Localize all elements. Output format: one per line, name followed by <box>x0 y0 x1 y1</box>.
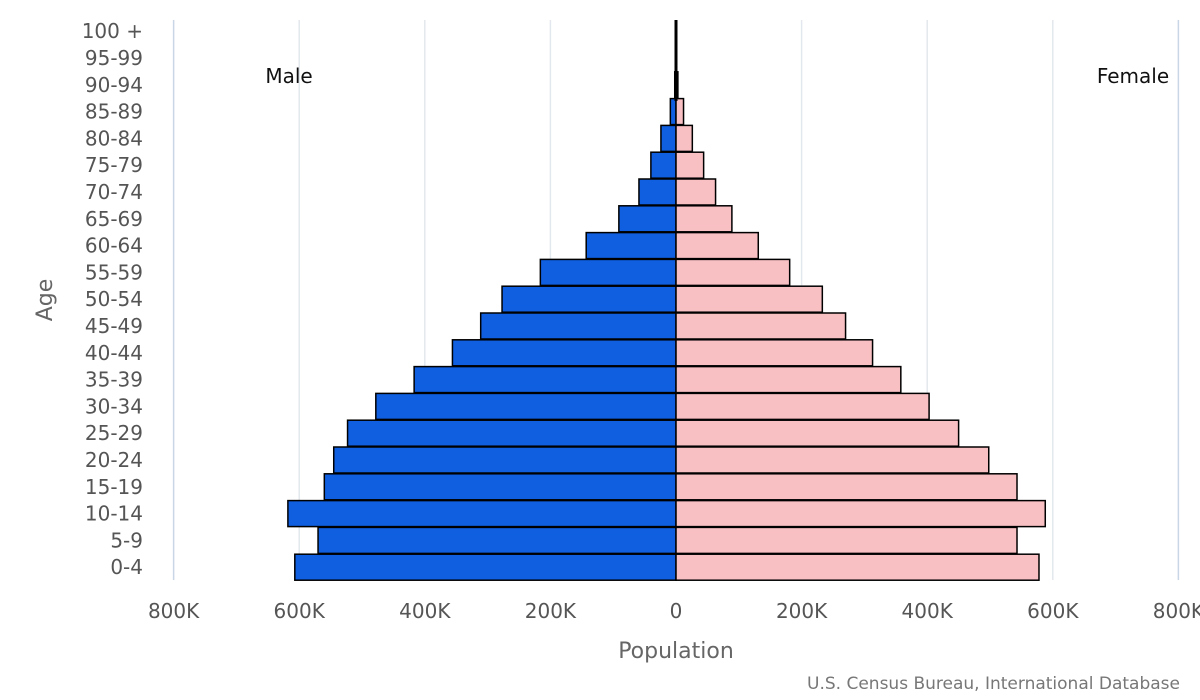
age-label: 90-94 <box>85 73 143 97</box>
age-label: 25-29 <box>85 421 143 445</box>
x-tick-label: 400K <box>902 599 954 623</box>
bar-male-30-34 <box>375 392 677 421</box>
bar-male-20-24 <box>332 446 677 474</box>
age-label: 30-34 <box>85 394 143 418</box>
bar-male-65-69 <box>618 205 677 233</box>
bar-female-50-54 <box>675 285 824 313</box>
bar-female-60-64 <box>675 231 760 260</box>
bar-female-15-19 <box>675 473 1018 501</box>
bar-male-40-44 <box>451 339 677 367</box>
bar-female-0-4 <box>675 553 1040 581</box>
bar-male-25-29 <box>346 419 677 447</box>
bars <box>287 71 1047 581</box>
bar-male-80-84 <box>660 124 677 153</box>
x-tick-label: 600K <box>274 599 326 623</box>
age-label: 20-24 <box>85 448 143 472</box>
male-label: Male <box>265 64 312 88</box>
bar-female-55-59 <box>675 258 791 287</box>
x-tick-label: 400K <box>399 599 451 623</box>
bar-female-75-79 <box>675 151 705 179</box>
bar-female-5-9 <box>675 526 1018 555</box>
age-label: 35-39 <box>85 368 143 392</box>
y-axis-title: Age <box>33 279 58 322</box>
age-label: 0-4 <box>110 555 143 579</box>
age-label: 70-74 <box>85 180 143 204</box>
age-label: 10-14 <box>85 502 143 526</box>
x-tick-label: 800K <box>148 599 200 623</box>
bar-male-50-54 <box>501 285 677 313</box>
age-label: 50-54 <box>85 287 143 311</box>
age-label: 55-59 <box>85 260 143 284</box>
x-tick-label: 0 <box>670 599 683 623</box>
bar-female-65-69 <box>675 205 733 233</box>
bar-female-25-29 <box>675 419 960 447</box>
age-label: 65-69 <box>85 207 143 231</box>
age-label: 95-99 <box>85 46 143 70</box>
bar-male-60-64 <box>585 231 677 260</box>
bar-male-75-79 <box>650 151 677 179</box>
bar-male-10-14 <box>287 499 677 528</box>
x-tick-label: 600K <box>1027 599 1079 623</box>
bar-female-45-49 <box>675 312 847 340</box>
bar-female-35-39 <box>675 365 902 394</box>
x-axis-title: Population <box>618 639 734 664</box>
bar-male-45-49 <box>479 312 677 340</box>
x-tick-label: 200K <box>525 599 577 623</box>
bar-female-80-84 <box>675 124 694 153</box>
source-credit: U.S. Census Bureau, International Databa… <box>807 674 1180 694</box>
age-label: 45-49 <box>85 314 143 338</box>
bar-female-30-34 <box>675 392 930 421</box>
bar-male-15-19 <box>323 473 677 501</box>
bar-male-35-39 <box>413 365 677 394</box>
age-label: 85-89 <box>85 100 143 124</box>
bar-male-85-89 <box>669 97 677 126</box>
age-label: 60-64 <box>85 234 143 258</box>
bar-female-85-89 <box>675 97 685 126</box>
x-tick-label: 200K <box>776 599 828 623</box>
bar-male-70-74 <box>638 178 677 206</box>
bar-male-5-9 <box>317 526 677 555</box>
age-label: 40-44 <box>85 341 143 365</box>
age-label: 15-19 <box>85 475 143 499</box>
bar-female-40-44 <box>675 339 874 367</box>
bar-female-70-74 <box>675 178 717 206</box>
age-label: 75-79 <box>85 153 143 177</box>
age-label: 80-84 <box>85 126 143 150</box>
age-label: 5-9 <box>110 528 143 552</box>
bar-female-10-14 <box>675 499 1047 528</box>
x-tick-label: 800K <box>1153 599 1200 623</box>
bar-male-0-4 <box>294 553 677 581</box>
population-tick-labels: 800K 600K 400K 200K 0 200K 400K 600K 800K <box>148 599 1200 623</box>
female-label: Female <box>1097 64 1169 88</box>
bar-male-55-59 <box>539 258 677 287</box>
bar-female-20-24 <box>675 446 990 474</box>
age-label: 100 + <box>82 19 143 43</box>
